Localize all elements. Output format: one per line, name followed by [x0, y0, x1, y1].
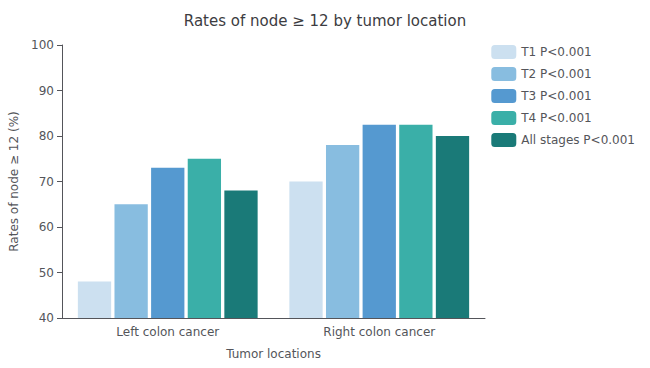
svg-text:T1 P<0.001: T1 P<0.001	[520, 45, 591, 59]
svg-text:T3 P<0.001: T3 P<0.001	[520, 89, 591, 103]
svg-text:90: 90	[39, 84, 54, 98]
svg-text:60: 60	[39, 220, 54, 234]
svg-text:Left colon cancer: Left colon cancer	[116, 325, 219, 339]
svg-text:Right colon cancer: Right colon cancer	[323, 325, 435, 339]
svg-text:40: 40	[39, 311, 54, 325]
svg-text:T2 P<0.001: T2 P<0.001	[520, 67, 591, 81]
svg-text:Tumor locations: Tumor locations	[225, 347, 321, 361]
svg-text:100: 100	[31, 38, 54, 52]
svg-text:70: 70	[39, 175, 54, 189]
svg-text:Rates of node ≥ 12 by tumor lo: Rates of node ≥ 12 by tumor location	[184, 12, 466, 30]
svg-text:T4 P<0.001: T4 P<0.001	[520, 111, 591, 125]
svg-text:80: 80	[39, 129, 54, 143]
svg-text:All stages P<0.001: All stages P<0.001	[521, 133, 635, 147]
svg-text:50: 50	[39, 266, 54, 280]
svg-text:Rates of node ≥ 12 (%): Rates of node ≥ 12 (%)	[7, 111, 21, 251]
